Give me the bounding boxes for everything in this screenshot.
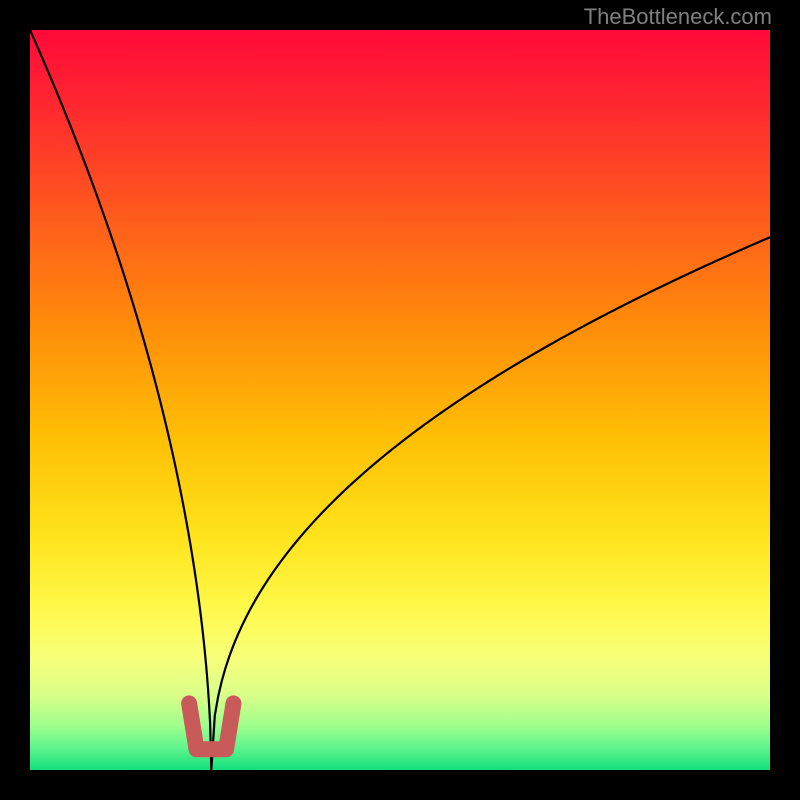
chart-svg: [0, 0, 800, 800]
chart-background: [30, 30, 770, 770]
watermark-text: TheBottleneck.com: [584, 4, 772, 30]
chart-stage: TheBottleneck.com: [0, 0, 800, 800]
